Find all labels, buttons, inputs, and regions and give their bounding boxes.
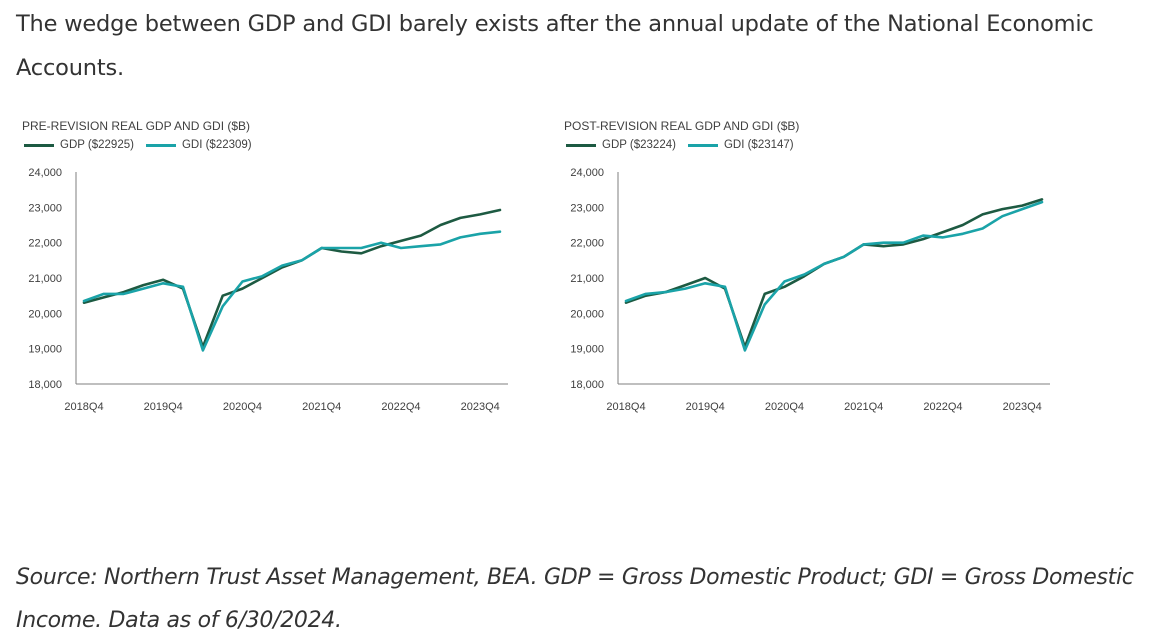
y-tick-label: 19,000 (570, 344, 604, 356)
legend-label-gdp: GDP ($22925) (60, 139, 134, 151)
y-tick-label: 23,000 (570, 202, 604, 214)
chart-plot: 18,000 19,000 20,000 21,000 22,000 23,000 24,0… (570, 167, 1050, 413)
x-tick-label: 2023Q4 (1003, 401, 1042, 413)
legend-swatch-gdp (24, 143, 54, 147)
headline: The wedge between GDP and GDI barely exi… (16, 11, 1094, 81)
y-tick-label: 22,000 (570, 238, 604, 250)
x-tick-label: 2021Q4 (302, 401, 341, 413)
y-tick-label: 23,000 (28, 202, 62, 214)
y-tick-label: 21,000 (28, 273, 62, 285)
chart-legend: GDP ($22925) GDI ($22309) (24, 139, 264, 151)
gdp-line (82, 208, 502, 349)
chart-title: POST-REVISION REAL GDP AND GDI ($B) (564, 119, 800, 133)
y-tick-label: 19,000 (28, 344, 62, 356)
y-tick-label: 18,000 (570, 379, 604, 391)
legend-item-gdi: GDI ($22309) (145, 139, 252, 151)
legend-swatch-gdp (566, 143, 596, 147)
x-tick-label: 2021Q4 (844, 401, 883, 413)
chart-plot: 18,000 19,000 20,000 21,000 22,000 23,000 24,0… (28, 167, 508, 413)
chart-legend: GDP ($23224) GDI ($23147) (566, 139, 806, 151)
source-note: Source: Northern Trust Asset Management,… (16, 565, 1134, 633)
x-tick-label: 2018Q4 (606, 401, 645, 413)
x-tick-label: 2022Q4 (381, 401, 420, 413)
legend-label-gdi: GDI ($23147) (723, 139, 794, 151)
legend-label-gdi: GDI ($22309) (181, 139, 252, 151)
y-tick-label: 24,000 (570, 167, 604, 179)
chart-post-revision: 18,000 19,000 20,000 21,000 22,000 23,000 24,0… (558, 110, 1098, 430)
y-tick-label: 18,000 (28, 379, 62, 391)
y-tick-label: 22,000 (28, 238, 62, 250)
gdp-line (624, 198, 1044, 349)
x-tick-label: 2019Q4 (144, 401, 183, 413)
gdi-line (624, 200, 1044, 352)
x-tick-label: 2018Q4 (64, 401, 103, 413)
x-tick-label: 2023Q4 (461, 401, 500, 413)
gdi-line (82, 230, 502, 352)
y-tick-label: 21,000 (570, 273, 604, 285)
x-tick-label: 2019Q4 (686, 401, 725, 413)
legend-swatch-gdi (145, 143, 176, 147)
legend-swatch-gdi (687, 143, 718, 147)
x-tick-label: 2020Q4 (223, 401, 262, 413)
y-tick-label: 20,000 (28, 308, 62, 320)
y-tick-label: 24,000 (28, 167, 62, 179)
legend-item-gdp: GDP ($22925) (24, 139, 134, 151)
legend-label-gdp: GDP ($23224) (602, 139, 676, 151)
x-tick-label: 2022Q4 (923, 401, 962, 413)
legend-item-gdi: GDI ($23147) (687, 139, 794, 151)
x-tick-label: 2020Q4 (765, 401, 804, 413)
chart-title: PRE-REVISION REAL GDP AND GDI ($B) (22, 119, 251, 133)
y-tick-label: 20,000 (570, 308, 604, 320)
legend-item-gdp: GDP ($23224) (566, 139, 676, 151)
chart-pre-revision: 18,000 19,000 20,000 21,000 22,000 23,000 24,0… (16, 110, 556, 430)
